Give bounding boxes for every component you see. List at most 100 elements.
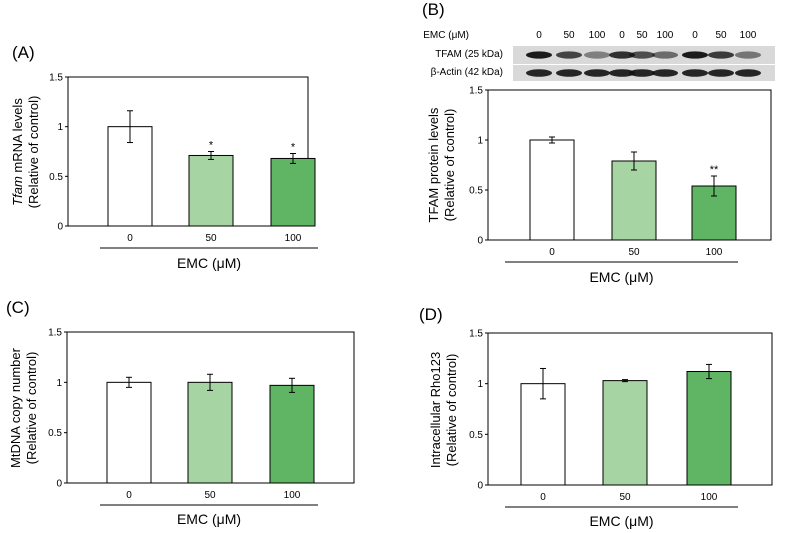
panel-label: (D) <box>419 305 443 324</box>
x-axis-title: EMC (μM) <box>589 269 653 285</box>
x-axis-title: EMC (μM) <box>589 513 653 529</box>
bar <box>107 126 153 227</box>
y-axis-title: TFAM protein levels (Relative of control) <box>426 107 457 222</box>
x-category-label: 0 <box>127 233 133 244</box>
bar <box>188 154 234 227</box>
bar <box>269 384 315 484</box>
y-tick-label: 0 <box>56 479 62 490</box>
western-blot: EMC (μM) 0 50 100 0 50 100 0 50 100 TFAM… <box>423 30 775 81</box>
actin-band <box>735 69 761 77</box>
bar <box>529 139 575 241</box>
plot-frame <box>67 76 309 227</box>
lane-dose-label: 50 <box>636 30 648 41</box>
lane-dose-label: 0 <box>692 30 698 41</box>
lane-dose-label: 100 <box>589 30 606 41</box>
x-category-label: 0 <box>549 247 555 258</box>
actin-band <box>629 69 655 77</box>
lane-dose-label: 50 <box>715 30 727 41</box>
bar <box>106 381 152 484</box>
y-tick-label: 0 <box>477 481 483 492</box>
significance-label: * <box>291 141 296 153</box>
y-axis-title-line1: Tfam mRNA levels <box>10 98 25 206</box>
actin-band <box>584 69 610 77</box>
y-axis-title-text: TFAM protein levels <box>426 107 441 222</box>
panel-d-chart: (D) 0 0.5 1 1.5 0 50 100 EMC (μM) Intracellular R… <box>419 305 773 529</box>
panel-label: (C) <box>6 298 30 317</box>
x-category-label: 0 <box>126 490 132 501</box>
panel-label: (B) <box>422 0 445 19</box>
y-tick-label: 0.5 <box>49 172 63 183</box>
panel-label: (A) <box>12 43 35 62</box>
y-tick-label: 1 <box>477 136 483 147</box>
actin-band <box>526 69 552 77</box>
lane-dose-label: 0 <box>619 30 625 41</box>
y-axis-title-text: mRNA levels <box>10 98 25 177</box>
actin-band <box>609 69 635 77</box>
blot-row2-label: β-Actin (42 kDa) <box>431 67 503 78</box>
lane-dose-label: 50 <box>563 30 575 41</box>
y-axis-title-line2: (Relative of control) <box>26 96 41 209</box>
y-tick-label: 1.5 <box>48 328 62 339</box>
x-category-label: 100 <box>285 233 302 244</box>
blot-row1-label: TFAM (25 kDa) <box>435 49 503 60</box>
y-axis-title-line2: (Relative of control) <box>444 354 459 467</box>
significance-label: ** <box>710 164 719 176</box>
y-axis-title-line2: (Relative of control) <box>442 109 457 222</box>
tfam-band <box>584 51 610 59</box>
y-tick-label: 1 <box>56 378 62 389</box>
x-category-label: 50 <box>204 490 216 501</box>
y-tick-label: 0.5 <box>469 430 483 441</box>
significance-label: * <box>209 140 214 152</box>
tfam-band <box>708 51 734 59</box>
y-axis-title: Tfam mRNA levels (Relative of control) <box>10 96 41 209</box>
actin-band <box>708 69 734 77</box>
tfam-band <box>735 51 761 59</box>
x-category-label: 0 <box>540 492 546 503</box>
bar <box>602 380 648 486</box>
x-axis-title: EMC (μM) <box>177 255 241 271</box>
y-axis-title-line2: (Relative of control) <box>24 352 39 465</box>
bar <box>520 383 566 486</box>
y-axis-title: MtDNA copy number (Relative of control) <box>8 347 39 468</box>
y-tick-label: 0.5 <box>469 186 483 197</box>
y-tick-label: 1 <box>57 122 63 133</box>
x-category-label: 100 <box>706 247 723 258</box>
bar <box>611 160 657 241</box>
blot-bands <box>526 51 761 77</box>
y-tick-label: 0.5 <box>48 428 62 439</box>
y-axis-title-text: MtDNA copy number <box>8 347 23 468</box>
tfam-band <box>526 51 552 59</box>
y-tick-label: 0 <box>477 236 483 247</box>
lane-dose-label: 100 <box>657 30 674 41</box>
y-tick-label: 1.5 <box>469 86 483 97</box>
bar <box>270 157 316 227</box>
y-axis-title-text: Intracellular Rho123 <box>428 352 443 468</box>
lane-dose-label: 100 <box>740 30 757 41</box>
y-axis-title-line1: MtDNA copy number <box>8 347 23 468</box>
tfam-band <box>629 51 655 59</box>
tfam-band <box>682 51 708 59</box>
y-axis-title-line1: TFAM protein levels <box>426 107 441 222</box>
x-category-label: 50 <box>628 247 640 258</box>
x-category-label: 50 <box>205 233 217 244</box>
blot-emc-header: EMC (μM) <box>423 30 469 41</box>
lane-dose-label: 0 <box>536 30 542 41</box>
y-axis-title-italic: Tfam <box>10 176 25 206</box>
y-tick-label: 1.5 <box>49 73 63 84</box>
panel-b-chart: (B) 0 0.5 1 1.5 0 50 ** 100 EMC (μM) TFAM protein … <box>422 0 772 285</box>
x-category-label: 100 <box>701 492 718 503</box>
actin-band <box>556 69 582 77</box>
actin-band <box>652 69 678 77</box>
tfam-band <box>652 51 678 59</box>
panel-c-chart: (C) 0 0.5 1 1.5 0 50 100 EMC (μM) MtDNA copy numb… <box>6 298 355 527</box>
y-tick-label: 1 <box>477 379 483 390</box>
panel-a-chart: (A) 0 0.5 1 1.5 0 * 50 * 100 EMC (μM) Tfam mRNA lev… <box>10 43 318 271</box>
y-axis-title-line1: Intracellular Rho123 <box>428 352 443 468</box>
tfam-band <box>609 51 635 59</box>
y-axis-title: Intracellular Rho123 (Relative of control… <box>428 352 459 468</box>
tfam-band <box>556 51 582 59</box>
x-category-label: 50 <box>619 492 631 503</box>
x-axis-title: EMC (μM) <box>177 511 241 527</box>
x-category-label: 100 <box>284 490 301 501</box>
